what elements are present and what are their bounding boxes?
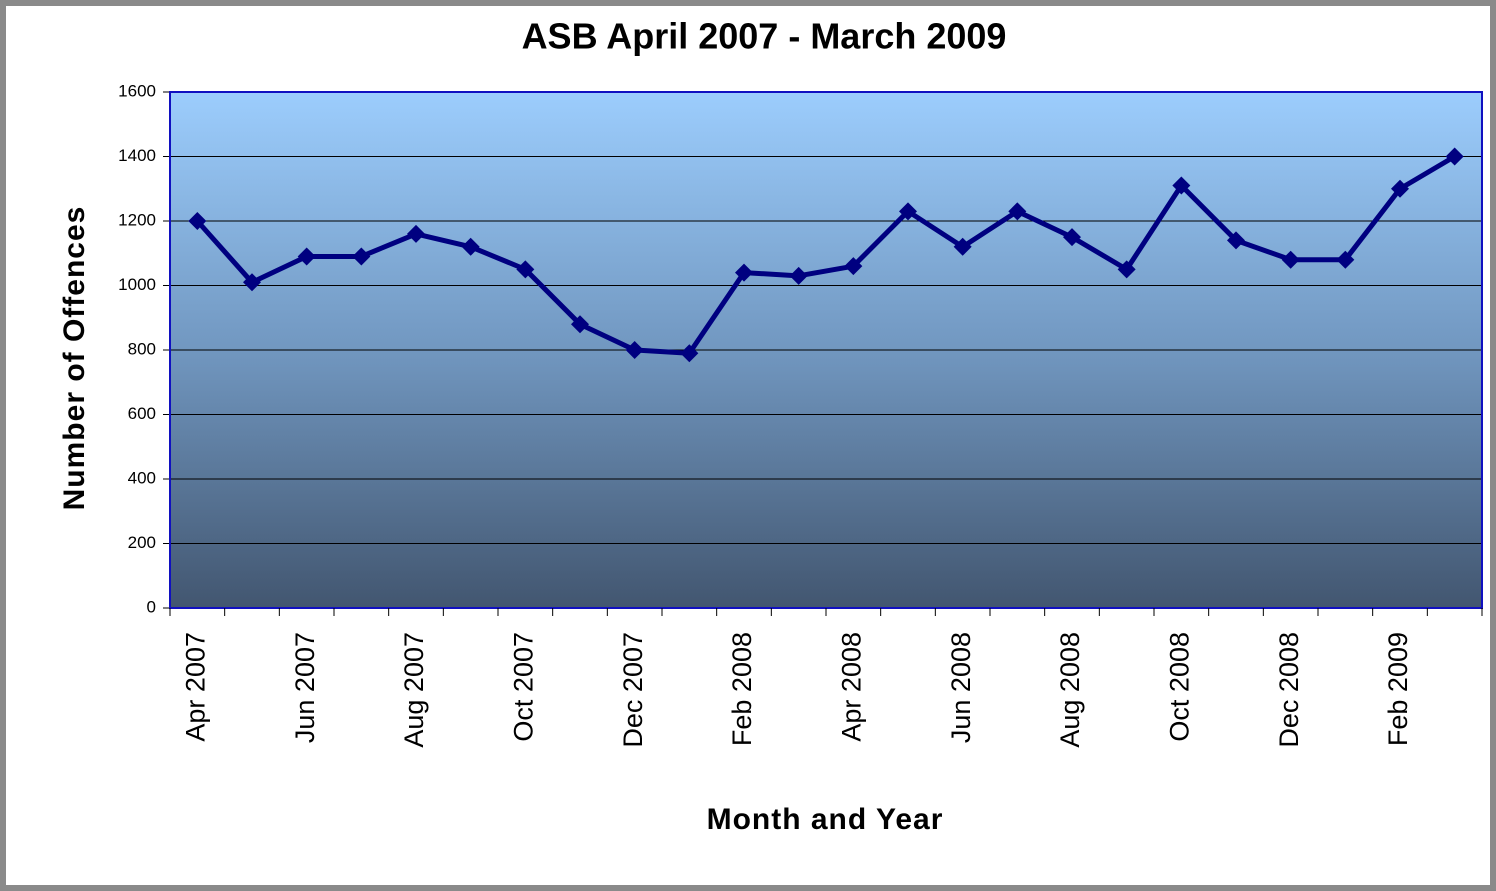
data-point <box>1008 202 1027 221</box>
y-tick-label: 1600 <box>118 81 156 100</box>
y-tick-label: 1000 <box>118 275 156 294</box>
data-point <box>1227 231 1245 250</box>
data-point <box>243 273 261 292</box>
x-tick-label: Aug 2008 <box>1055 632 1085 748</box>
data-point <box>571 315 589 334</box>
data-point <box>188 212 207 230</box>
y-tick-label: 0 <box>147 597 156 616</box>
data-point <box>1281 250 1300 269</box>
series-line <box>195 154 1456 356</box>
y-tick-label: 800 <box>128 339 156 358</box>
x-axis-label: Month and Year <box>707 803 944 836</box>
y-tick-label: 400 <box>128 468 156 487</box>
data-point <box>1336 250 1355 269</box>
data-point <box>1063 228 1081 247</box>
y-tick-label: 200 <box>128 533 156 552</box>
y-tick-label: 1200 <box>118 210 156 229</box>
data-point <box>461 237 480 256</box>
data-point <box>516 260 535 279</box>
data-point <box>789 266 808 285</box>
x-tick-label: Dec 2008 <box>1274 632 1304 748</box>
y-axis-label: Number of Offences <box>58 206 91 511</box>
x-tick-label: Apr 2008 <box>836 632 866 742</box>
data-point <box>899 202 917 221</box>
x-tick-label: Oct 2007 <box>508 632 538 742</box>
data-point <box>352 247 371 266</box>
data-point <box>680 344 699 363</box>
x-tick-label: Feb 2009 <box>1383 632 1413 746</box>
data-point <box>1117 260 1136 279</box>
data-point <box>735 263 753 282</box>
data-point <box>297 247 316 266</box>
x-tick-label: Oct 2008 <box>1164 632 1194 742</box>
data-point <box>1445 147 1464 166</box>
x-tick-label: Jun 2008 <box>946 632 976 743</box>
data-point <box>1391 179 1409 198</box>
data-point <box>1172 176 1191 195</box>
data-point <box>407 224 425 243</box>
x-tick-label: Dec 2007 <box>618 632 648 748</box>
x-tick-label: Apr 2007 <box>180 632 210 742</box>
y-tick-label: 600 <box>128 404 156 423</box>
x-tick-label: Aug 2007 <box>399 632 429 748</box>
data-point <box>625 341 644 359</box>
data-point <box>953 237 972 256</box>
data-point <box>844 257 863 276</box>
x-tick-label: Jun 2007 <box>290 632 320 743</box>
y-tick-label: 1400 <box>118 146 156 165</box>
x-tick-label: Feb 2008 <box>727 632 757 746</box>
chart-title: ASB April 2007 - March 2009 <box>522 16 1007 57</box>
